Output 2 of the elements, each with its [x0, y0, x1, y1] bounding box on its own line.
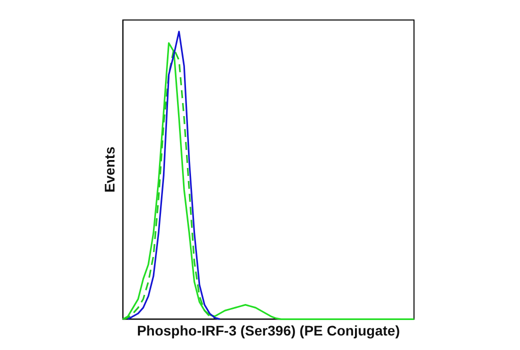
x-axis-title: Phospho-IRF-3 (Ser396) (PE Conjugate): [136, 322, 400, 338]
y-axis-title: Events: [101, 146, 118, 193]
